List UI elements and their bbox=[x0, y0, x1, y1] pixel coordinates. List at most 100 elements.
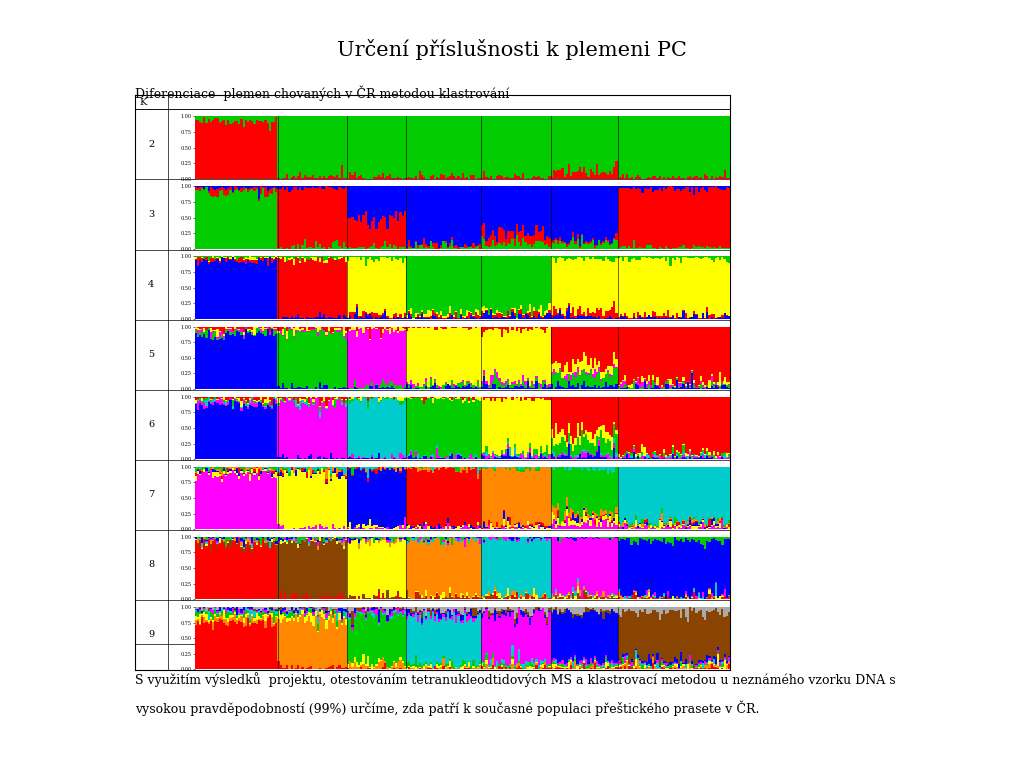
Bar bbox=[262, 402, 264, 404]
Bar bbox=[707, 665, 709, 669]
Bar bbox=[592, 374, 594, 376]
Bar bbox=[266, 467, 268, 470]
Bar bbox=[223, 338, 225, 339]
Bar bbox=[639, 467, 641, 523]
Bar bbox=[672, 447, 674, 453]
Bar bbox=[336, 667, 339, 670]
Bar bbox=[399, 613, 401, 657]
Bar bbox=[622, 246, 624, 249]
Bar bbox=[199, 116, 201, 121]
Bar bbox=[399, 541, 401, 542]
Bar bbox=[303, 175, 306, 179]
Bar bbox=[528, 467, 531, 468]
Bar bbox=[670, 318, 672, 319]
Bar bbox=[397, 333, 399, 386]
Bar bbox=[501, 609, 503, 613]
Bar bbox=[542, 387, 544, 389]
Bar bbox=[458, 187, 460, 247]
Bar bbox=[293, 257, 295, 259]
Bar bbox=[384, 187, 386, 217]
Bar bbox=[674, 517, 676, 523]
Bar bbox=[689, 187, 691, 193]
Bar bbox=[409, 609, 411, 613]
Bar bbox=[201, 547, 203, 548]
Bar bbox=[598, 446, 600, 459]
Bar bbox=[689, 193, 691, 249]
Bar bbox=[633, 537, 635, 541]
Bar bbox=[341, 187, 343, 188]
Bar bbox=[633, 396, 635, 445]
Bar bbox=[413, 468, 415, 527]
Bar bbox=[609, 522, 611, 529]
Bar bbox=[592, 607, 594, 610]
Bar bbox=[676, 525, 678, 529]
Bar bbox=[481, 187, 483, 225]
Bar bbox=[401, 607, 403, 609]
Bar bbox=[260, 472, 262, 474]
Bar bbox=[264, 396, 266, 399]
Bar bbox=[231, 116, 233, 123]
Bar bbox=[365, 539, 367, 542]
Bar bbox=[254, 263, 256, 319]
Bar bbox=[249, 548, 251, 599]
Bar bbox=[507, 667, 509, 668]
Bar bbox=[411, 257, 413, 308]
Bar bbox=[528, 386, 531, 389]
Bar bbox=[334, 409, 336, 459]
Bar bbox=[472, 247, 474, 249]
Bar bbox=[607, 257, 609, 259]
Bar bbox=[386, 543, 388, 590]
Bar bbox=[650, 523, 652, 525]
Bar bbox=[318, 116, 322, 176]
Bar bbox=[613, 594, 615, 597]
Bar bbox=[371, 664, 374, 669]
Bar bbox=[717, 318, 719, 319]
Bar bbox=[565, 455, 568, 459]
Bar bbox=[663, 467, 666, 524]
Bar bbox=[536, 116, 538, 177]
Bar bbox=[464, 610, 466, 613]
Bar bbox=[695, 458, 697, 459]
Bar bbox=[330, 611, 332, 614]
Bar bbox=[526, 331, 528, 379]
Bar bbox=[456, 472, 458, 528]
Bar bbox=[278, 406, 280, 458]
Bar bbox=[208, 262, 210, 264]
Bar bbox=[421, 245, 423, 249]
Bar bbox=[705, 187, 707, 190]
Bar bbox=[449, 456, 451, 459]
Bar bbox=[585, 523, 588, 529]
Bar bbox=[598, 519, 600, 520]
Bar bbox=[568, 164, 570, 179]
Bar bbox=[611, 396, 613, 437]
Bar bbox=[316, 607, 318, 615]
Bar bbox=[699, 257, 701, 259]
Bar bbox=[308, 612, 310, 616]
Bar bbox=[460, 468, 462, 472]
Bar bbox=[509, 668, 511, 670]
Bar bbox=[362, 607, 365, 609]
Bar bbox=[505, 616, 507, 665]
Bar bbox=[360, 662, 362, 665]
Bar bbox=[581, 187, 583, 234]
Bar bbox=[460, 257, 462, 309]
Bar bbox=[369, 668, 371, 670]
Bar bbox=[382, 116, 384, 173]
Bar bbox=[214, 331, 216, 337]
Bar bbox=[295, 613, 297, 614]
Bar bbox=[336, 545, 339, 595]
Bar bbox=[511, 400, 514, 456]
Bar bbox=[536, 522, 538, 525]
Bar bbox=[509, 326, 511, 327]
Bar bbox=[243, 396, 245, 398]
Bar bbox=[434, 397, 436, 398]
Bar bbox=[549, 455, 551, 459]
Bar bbox=[258, 116, 260, 121]
Bar bbox=[456, 609, 458, 615]
Bar bbox=[707, 611, 709, 655]
Bar bbox=[568, 598, 570, 599]
Bar bbox=[449, 317, 451, 319]
Bar bbox=[326, 257, 328, 260]
Bar bbox=[236, 467, 239, 468]
Bar bbox=[464, 613, 466, 661]
